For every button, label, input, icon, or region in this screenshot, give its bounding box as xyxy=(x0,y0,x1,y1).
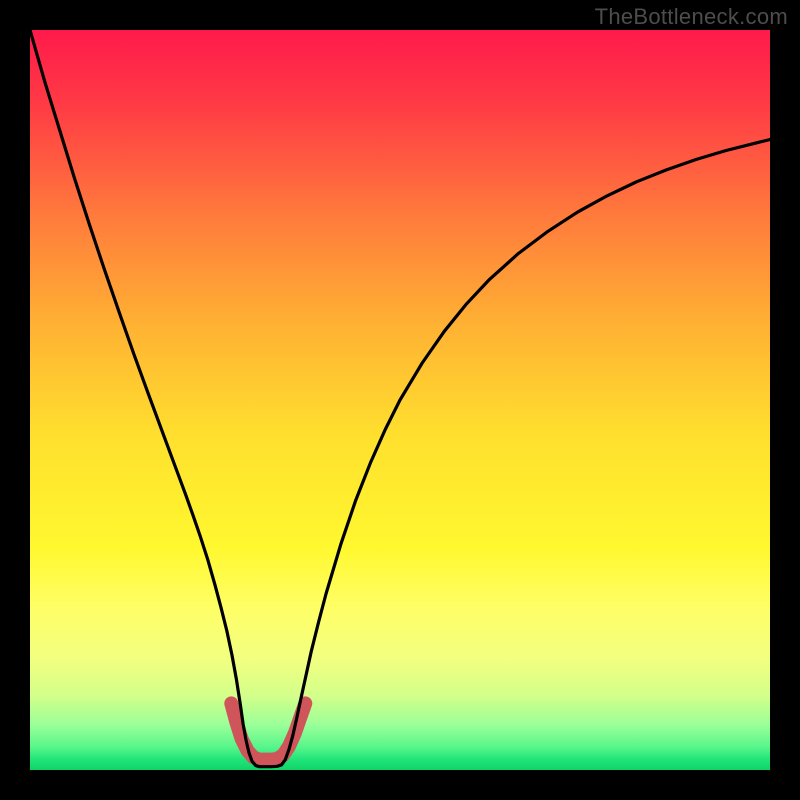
background-gradient xyxy=(30,30,770,770)
outer-frame: TheBottleneck.com xyxy=(0,0,800,800)
watermark-text: TheBottleneck.com xyxy=(595,4,788,30)
plot-area xyxy=(30,30,770,770)
